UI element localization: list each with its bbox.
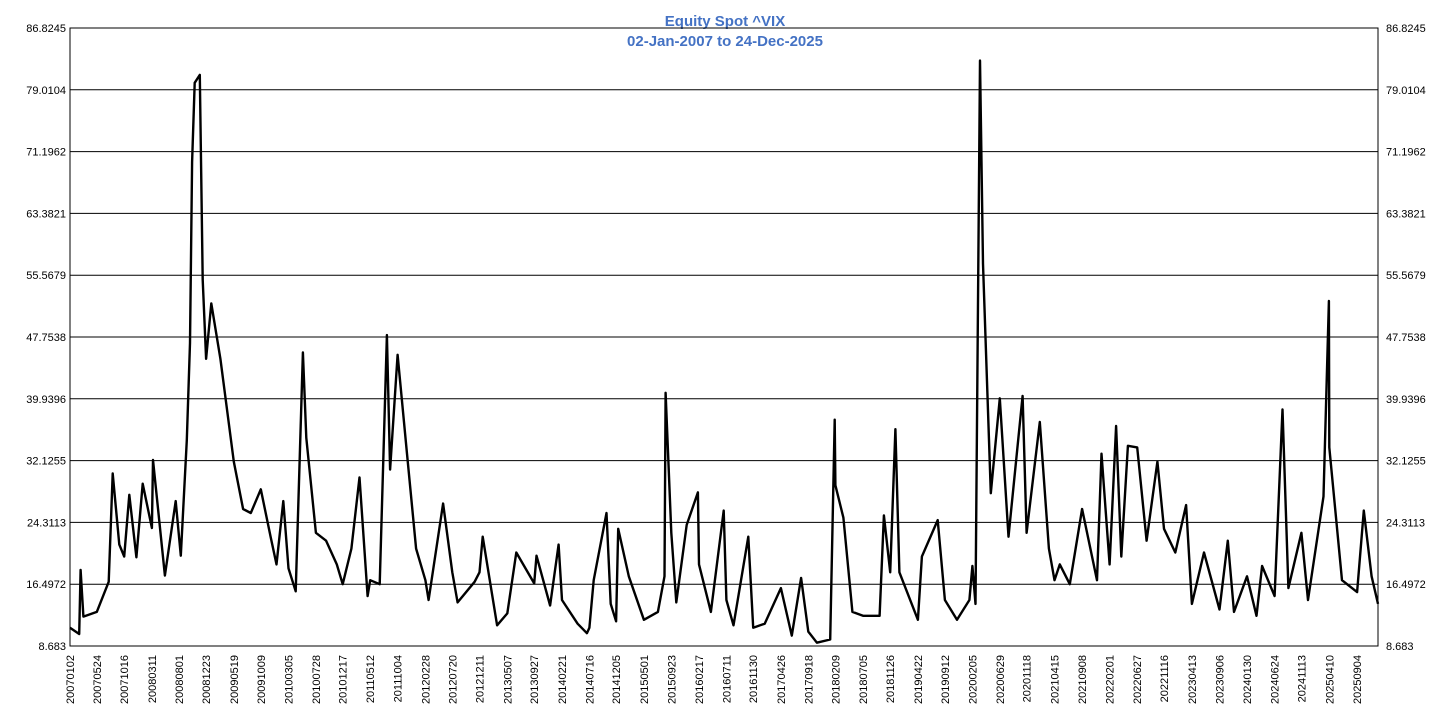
x-tick-label: 20200205	[967, 655, 979, 704]
x-tick-label: 20130927	[529, 655, 541, 704]
x-tick-label: 20150923	[666, 655, 678, 704]
y-tick-label-right: 71.1962	[1386, 147, 1426, 159]
x-tick-label: 20161130	[748, 655, 760, 703]
chart-subtitle: 02-Jan-2007 to 24-Dec-2025	[627, 33, 823, 50]
y-tick-label-left: 47.7538	[26, 332, 66, 344]
y-tick-label-right: 86.8245	[1386, 23, 1426, 35]
x-tick-label: 20120228	[420, 655, 432, 704]
x-tick-label: 20250410	[1324, 655, 1336, 704]
y-tick-label-left: 16.4972	[26, 579, 66, 591]
x-tick-label: 20140716	[584, 655, 596, 704]
x-tick-label: 20110512	[365, 655, 377, 703]
x-tick-label: 20180705	[858, 655, 870, 704]
x-tick-label: 20080801	[174, 655, 186, 704]
y-tick-label-right: 55.5679	[1386, 270, 1426, 282]
x-tick-label: 20121211	[475, 655, 487, 703]
x-tick-label: 20170918	[803, 655, 815, 704]
x-tick-label: 20100305	[284, 655, 296, 704]
x-tick-label: 20080311	[147, 655, 159, 703]
y-tick-label-right: 39.9396	[1386, 394, 1426, 406]
x-tick-label: 20230413	[1187, 655, 1199, 704]
x-tick-label: 20180209	[830, 655, 842, 704]
x-tick-label: 20120720	[447, 655, 459, 704]
y-tick-label-right: 63.3821	[1386, 208, 1426, 220]
x-tick-label: 20230906	[1214, 655, 1226, 704]
x-tick-label: 20201118	[1022, 655, 1034, 702]
y-tick-label-left: 86.8245	[26, 23, 66, 35]
x-tick-label: 20091009	[256, 655, 268, 704]
y-tick-label-left: 55.5679	[26, 270, 66, 282]
y-tick-label-left: 8.683	[38, 641, 66, 653]
x-tick-label: 20241113	[1296, 655, 1308, 702]
x-tick-label: 20250904	[1352, 655, 1364, 704]
x-tick-label: 20140221	[557, 655, 569, 704]
x-tick-label: 20100728	[311, 655, 323, 704]
y-tick-label-right: 8.683	[1386, 641, 1414, 653]
x-tick-label: 20160217	[694, 655, 706, 704]
x-tick-label: 20130507	[502, 655, 514, 704]
x-tick-label: 20090519	[229, 655, 241, 704]
y-tick-label-right: 24.3113	[1386, 517, 1425, 529]
x-tick-label: 20200629	[995, 655, 1007, 704]
plot-area-border	[69, 27, 1379, 647]
x-tick-label: 20141205	[611, 655, 623, 704]
x-tick-label: 20070102	[65, 655, 77, 704]
y-tick-label-left: 63.3821	[26, 208, 66, 220]
vix-series-line	[69, 59, 1380, 644]
x-tick-label: 20220201	[1105, 655, 1117, 704]
y-tick-label-right: 79.0104	[1386, 85, 1426, 97]
y-tick-label-left: 32.1255	[26, 456, 66, 468]
x-tick-label: 20081223	[201, 655, 213, 704]
x-tick-label: 20210415	[1050, 655, 1062, 704]
x-tick-label: 20111004	[393, 655, 405, 702]
x-tick-label: 20170426	[776, 655, 788, 704]
y-tick-label-left: 79.0104	[26, 85, 66, 97]
chart-title: Equity Spot ^VIX	[664, 13, 786, 30]
x-tick-label: 20210908	[1077, 655, 1089, 704]
y-tick-label-right: 32.1255	[1386, 456, 1426, 468]
x-tick-label: 20240624	[1270, 655, 1282, 704]
x-tick-label: 20221116	[1159, 655, 1171, 702]
x-tick-label: 20190422	[913, 655, 925, 704]
y-tick-label-right: 47.7538	[1386, 332, 1426, 344]
y-tick-label-left: 39.9396	[26, 394, 66, 406]
x-tick-label: 20150501	[639, 655, 651, 704]
x-tick-label: 20101217	[338, 655, 350, 704]
x-tick-label: 20070524	[92, 655, 104, 704]
x-tick-label: 20160711	[721, 655, 733, 703]
x-tick-label: 20181126	[885, 655, 897, 703]
x-tick-label: 20220627	[1132, 655, 1144, 704]
x-tick-label: 20190912	[940, 655, 952, 704]
x-tick-label: 20071016	[119, 655, 131, 704]
y-tick-label-left: 24.3113	[27, 517, 66, 529]
y-tick-label-right: 16.4972	[1386, 579, 1426, 591]
x-tick-label: 20240130	[1242, 655, 1254, 704]
y-tick-label-left: 71.1962	[26, 147, 66, 159]
